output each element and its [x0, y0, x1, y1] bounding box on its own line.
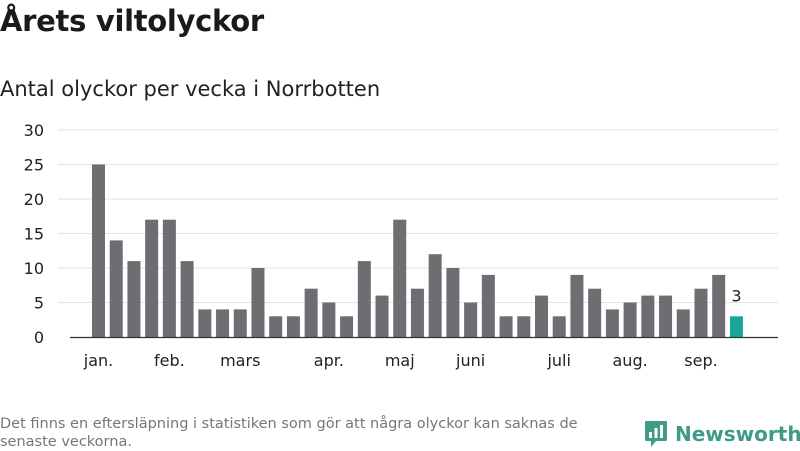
bar — [198, 309, 212, 337]
bar — [233, 309, 247, 337]
bar — [127, 261, 141, 337]
bar — [251, 268, 265, 337]
bar — [659, 295, 673, 337]
x-tick-label: apr. — [314, 351, 344, 370]
bar-highlight — [729, 316, 743, 337]
bar — [446, 268, 460, 337]
bar — [109, 240, 123, 337]
bar-chart: 0 5 10 15 20 25 30 jan. feb. mars apr. maj juni juli a… — [24, 121, 778, 370]
y-tick-label: 15 — [24, 225, 44, 244]
bar — [552, 316, 566, 337]
x-tick-label: feb. — [154, 351, 185, 370]
y-tick-label: 5 — [34, 294, 44, 313]
x-tick-label: juni — [455, 351, 485, 370]
data-label: 3 — [731, 286, 741, 305]
chart-subtitle: Antal olyckor per vecka i Norrbotten — [0, 77, 381, 101]
bar — [375, 295, 389, 337]
bar — [464, 302, 478, 337]
bar — [145, 219, 159, 337]
x-tick-label: sep. — [684, 351, 717, 370]
bar — [304, 288, 318, 337]
bar — [605, 309, 619, 337]
brand-name: Newsworthy — [675, 422, 800, 446]
bar — [676, 309, 690, 337]
y-tick-label: 25 — [24, 156, 44, 175]
x-tick-label: juli — [546, 351, 570, 370]
y-tick-label: 20 — [24, 190, 44, 209]
x-tick-label: aug. — [613, 351, 648, 370]
chart-title: Årets viltolyckor — [0, 4, 264, 38]
bar — [570, 274, 584, 337]
x-tick-label: jan. — [83, 351, 113, 370]
bar — [499, 316, 513, 337]
y-tick-label: 30 — [24, 121, 44, 140]
bar — [535, 295, 548, 337]
bar — [393, 219, 407, 337]
bar — [694, 288, 708, 337]
brand-logo: Newsworthy — [644, 420, 800, 448]
bar — [588, 288, 602, 337]
bar — [481, 274, 495, 337]
y-tick-label: 10 — [24, 259, 44, 278]
x-tick-label: maj — [385, 351, 415, 370]
bar — [322, 302, 336, 337]
bar — [216, 309, 230, 337]
bar — [92, 164, 105, 337]
bar — [623, 302, 637, 337]
bar — [180, 261, 194, 337]
y-tick-label: 0 — [34, 328, 44, 347]
bar — [428, 254, 442, 337]
bar — [410, 288, 424, 337]
bar — [357, 261, 371, 337]
bar — [340, 316, 354, 337]
newsworthy-logo-icon — [645, 421, 667, 447]
x-tick-label: mars — [220, 351, 260, 370]
bar — [269, 316, 283, 337]
bar — [712, 274, 726, 337]
bar — [286, 316, 300, 337]
bar — [162, 219, 176, 337]
bar — [641, 295, 655, 337]
bar — [517, 316, 531, 337]
footnote: Det finns en eftersläpning i statistiken… — [0, 416, 578, 450]
